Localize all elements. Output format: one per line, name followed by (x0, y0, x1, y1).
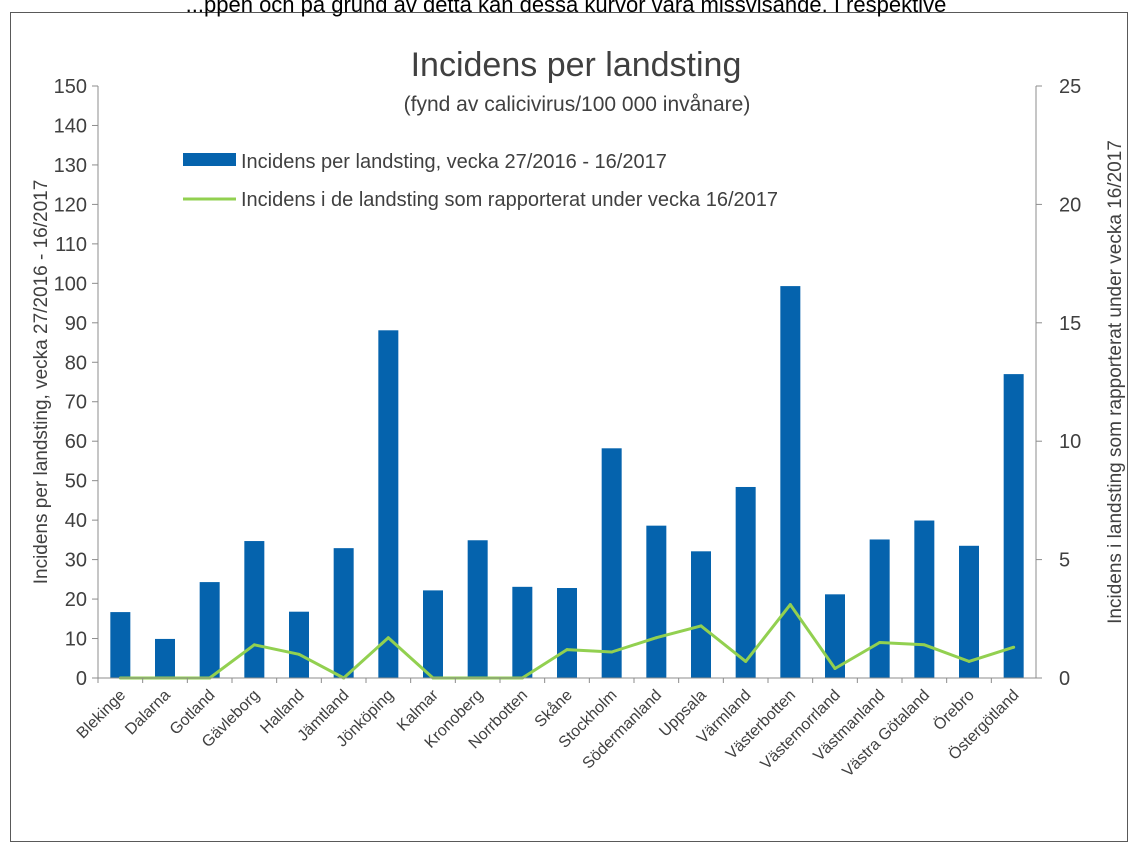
y-tick-label-left: 120 (54, 194, 87, 216)
bar-södermanland (646, 525, 667, 678)
y-tick-label-left: 0 (76, 668, 87, 690)
line-point (744, 659, 748, 663)
legend: Incidens per landsting, vecka 27/2016 - … (183, 151, 778, 211)
chart-title: Incidens per landsting (411, 46, 742, 84)
bar-skåne (557, 588, 577, 678)
bar-västernorrland (825, 594, 845, 678)
x-tick-label: Dalarna (122, 687, 174, 739)
line-point (252, 643, 256, 647)
bar-dalarna (155, 638, 175, 678)
line-point (967, 659, 971, 663)
y-axis-label-left: Incidens per landsting, vecka 27/2016 - … (31, 180, 52, 585)
bar-jönköping (378, 330, 399, 678)
x-tick-label: Skåne (531, 686, 576, 731)
y-tick-label-right: 20 (1059, 194, 1081, 216)
y-tick-label-left: 70 (65, 392, 87, 414)
bar-kalmar (423, 590, 443, 678)
y-tick-label-left: 50 (65, 471, 87, 493)
y-tick-label-right: 25 (1059, 76, 1081, 98)
line-point (833, 667, 837, 671)
y-tick-label-left: 90 (65, 313, 87, 335)
y-tick-label-left: 150 (54, 76, 87, 98)
line-point (386, 636, 390, 640)
bar-norrbotten (512, 586, 533, 678)
bar-gotland (199, 582, 220, 678)
y-tick-label-right: 10 (1059, 431, 1081, 453)
y-axis-label-right: Incidens i landsting som rapporterat und… (1105, 140, 1126, 624)
y-tick-label-left: 130 (54, 155, 87, 177)
legend-bar-label: Incidens per landsting, vecka 27/2016 - … (241, 151, 667, 173)
bar-jämtland (333, 548, 354, 678)
x-tick-label: Södermanland (580, 687, 666, 773)
y-tick-label-left: 30 (65, 550, 87, 572)
x-tick-label: Västernorrland (758, 687, 844, 773)
line-point (922, 643, 926, 647)
y-tick-label-left: 10 (65, 629, 87, 651)
line-point (610, 650, 614, 654)
x-tick-label: Blekinge (74, 687, 129, 742)
line-point (654, 636, 658, 640)
y-tick-label-left: 20 (65, 589, 87, 611)
chart-subtitle: (fynd av calicivirus/100 000 invånare) (404, 93, 751, 116)
line-point (297, 652, 301, 656)
y-tick-label-left: 110 (55, 234, 87, 256)
y-tick-label-right: 5 (1059, 550, 1070, 572)
bar-östergötland (1003, 374, 1024, 678)
legend-line-label: Incidens i de landsting som rapporterat … (241, 189, 778, 211)
bar-blekinge (110, 612, 131, 678)
bar-halland (289, 611, 309, 678)
bar-gävleborg (244, 541, 265, 678)
y-tick-label-left: 100 (54, 273, 87, 295)
legend-bar-swatch (183, 153, 236, 166)
line-point (878, 640, 882, 644)
bar-värmland (735, 486, 756, 678)
y-tick-label-left: 80 (65, 352, 87, 374)
caption-fragment: ...ppen och på grund av detta kan dessa … (186, 0, 947, 17)
line-point (788, 603, 792, 607)
y-tick-label-left: 40 (65, 510, 87, 532)
bar-västmanland (869, 539, 890, 678)
bar-västerbotten (780, 286, 801, 678)
line-point (565, 648, 569, 652)
y-tick-label-left: 60 (65, 431, 87, 453)
line-point (699, 624, 703, 628)
y-tick-label-right: 0 (1059, 668, 1070, 690)
bar-västra-götaland (914, 520, 935, 678)
line-point (1012, 645, 1016, 649)
y-tick-label-left: 140 (54, 115, 87, 137)
y-tick-label-right: 15 (1059, 313, 1081, 335)
bar-kronoberg (467, 540, 488, 678)
bar-uppsala (691, 551, 711, 678)
bar-örebro (959, 545, 979, 678)
bar-stockholm (601, 448, 622, 678)
